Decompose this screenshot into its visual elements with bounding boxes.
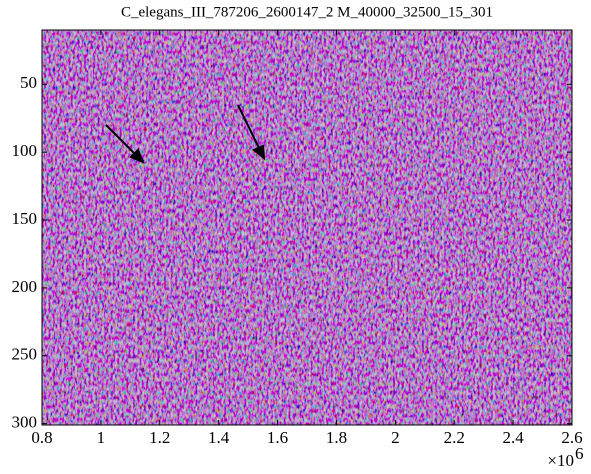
x-tick-label: 1.8: [326, 428, 347, 447]
image: [42, 30, 572, 425]
x-tick-label: 2.2: [444, 428, 465, 447]
y-tick-label: 200: [12, 277, 38, 296]
x-tick-label: 2: [391, 428, 400, 447]
x-tick-label: 1: [97, 428, 106, 447]
ticks: 0.8 1 1.2 1.4 1.6 1.8 2 2.2 2.4 2.6 50 100 150 200 250…: [12, 30, 584, 470]
arrow-head: [252, 144, 266, 161]
axes-box: [41, 29, 573, 426]
x-multiplier: ×10: [547, 451, 574, 470]
y-tick-label: 50: [20, 73, 37, 92]
arrow: [105, 124, 139, 158]
x-tick-label: 1.6: [267, 428, 288, 447]
x-tick-label: 1.4: [208, 428, 230, 447]
x-tick-label: 2.6: [561, 428, 582, 447]
x-multiplier-exponent: 6: [575, 444, 584, 463]
arrow: [237, 104, 261, 151]
y-tick-label: 150: [12, 209, 38, 228]
arrow-head: [129, 148, 145, 164]
image-noise: [42, 30, 572, 425]
chart-title: C_elegans_III_787206_2600147_2 M_40000_3…: [121, 4, 493, 20]
x-tick-label: 2.4: [502, 428, 524, 447]
annotations: [105, 104, 266, 164]
y-tick-label: 250: [12, 345, 38, 364]
y-tick-label: 300: [12, 413, 38, 432]
image-tint: [42, 30, 572, 425]
x-tick-label: 1.2: [149, 428, 170, 447]
x-tick-label: 0.8: [31, 428, 52, 447]
y-tick-label: 100: [12, 141, 38, 160]
